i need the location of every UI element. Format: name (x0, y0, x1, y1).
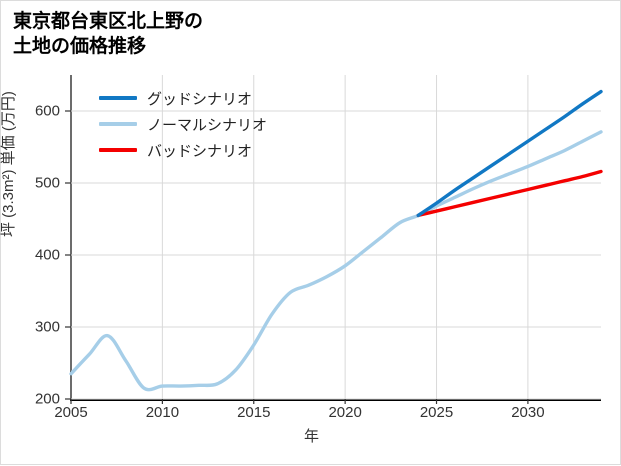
y-tick-label: 600 (34, 102, 60, 120)
y-axis-spine (70, 75, 72, 401)
x-tick-label: 2030 (511, 404, 545, 421)
legend-label: バッドシナリオ (147, 142, 253, 160)
page-title: 東京都台東区北上野の 土地の価格推移 (13, 11, 204, 58)
x-axis-spine (70, 399, 601, 401)
y-tick-label: 500 (34, 174, 60, 192)
y-tick-label: 300 (34, 318, 60, 336)
y-tick-label: 400 (34, 246, 60, 264)
x-tick-label: 2005 (54, 404, 88, 421)
legend-swatch (99, 96, 137, 100)
legend-item[interactable]: ノーマルシナリオ (99, 115, 268, 134)
y-tick-label: 200 (34, 390, 60, 408)
legend-label: ノーマルシナリオ (147, 116, 268, 134)
chart-legend: グッドシナリオ ノーマルシナリオ バッドシナリオ (99, 89, 268, 160)
y-axis-title: 坪 (3.3m²) 単価 (万円) (0, 91, 17, 237)
legend-swatch (99, 148, 137, 152)
x-tick-label: 2020 (328, 404, 362, 421)
x-axis-title: 年 (303, 428, 319, 445)
x-tick-label: 2025 (419, 404, 454, 421)
x-tick-label: 2010 (145, 404, 180, 421)
legend-item[interactable]: グッドシナリオ (99, 89, 267, 108)
legend-swatch (99, 122, 137, 126)
legend-label: グッドシナリオ (147, 90, 253, 108)
x-tick-label: 2015 (237, 404, 271, 421)
legend-item[interactable]: バッドシナリオ (99, 141, 267, 160)
